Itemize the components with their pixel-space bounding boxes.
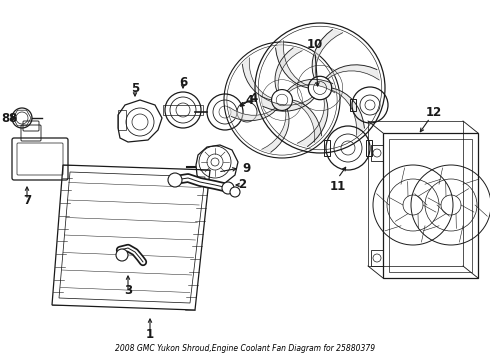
Text: 4: 4 <box>246 94 254 107</box>
Bar <box>371 250 383 266</box>
Text: 7: 7 <box>23 194 31 207</box>
Text: 12: 12 <box>426 105 442 118</box>
Bar <box>324 140 330 156</box>
Polygon shape <box>275 41 309 88</box>
Circle shape <box>116 249 128 261</box>
Polygon shape <box>326 65 379 80</box>
Text: 11: 11 <box>330 180 346 193</box>
Polygon shape <box>297 98 328 147</box>
Bar <box>118 110 126 130</box>
Circle shape <box>168 173 182 187</box>
Text: 3: 3 <box>124 284 132 297</box>
Polygon shape <box>292 100 321 142</box>
Bar <box>366 140 372 156</box>
Polygon shape <box>287 79 335 93</box>
Polygon shape <box>262 109 289 152</box>
Bar <box>163 105 203 115</box>
Text: 8: 8 <box>8 112 16 125</box>
Circle shape <box>230 187 240 197</box>
Text: 10: 10 <box>307 39 323 51</box>
Bar <box>383 133 478 278</box>
Text: 2008 GMC Yukon Shroud,Engine Coolant Fan Diagram for 25880379: 2008 GMC Yukon Shroud,Engine Coolant Fan… <box>115 344 375 353</box>
Text: 6: 6 <box>179 76 187 89</box>
Bar <box>389 139 472 272</box>
Polygon shape <box>332 88 365 135</box>
Text: 8: 8 <box>1 112 9 125</box>
Polygon shape <box>243 58 272 100</box>
Bar <box>371 145 383 161</box>
Bar <box>350 99 356 111</box>
Text: 4: 4 <box>250 91 258 104</box>
Text: 2: 2 <box>238 179 246 192</box>
Text: 9: 9 <box>242 162 250 175</box>
Polygon shape <box>312 30 343 78</box>
Text: 5: 5 <box>131 81 139 94</box>
Polygon shape <box>275 48 302 91</box>
Circle shape <box>222 182 234 194</box>
Polygon shape <box>261 96 314 111</box>
Polygon shape <box>229 107 277 121</box>
Text: 1: 1 <box>146 328 154 341</box>
